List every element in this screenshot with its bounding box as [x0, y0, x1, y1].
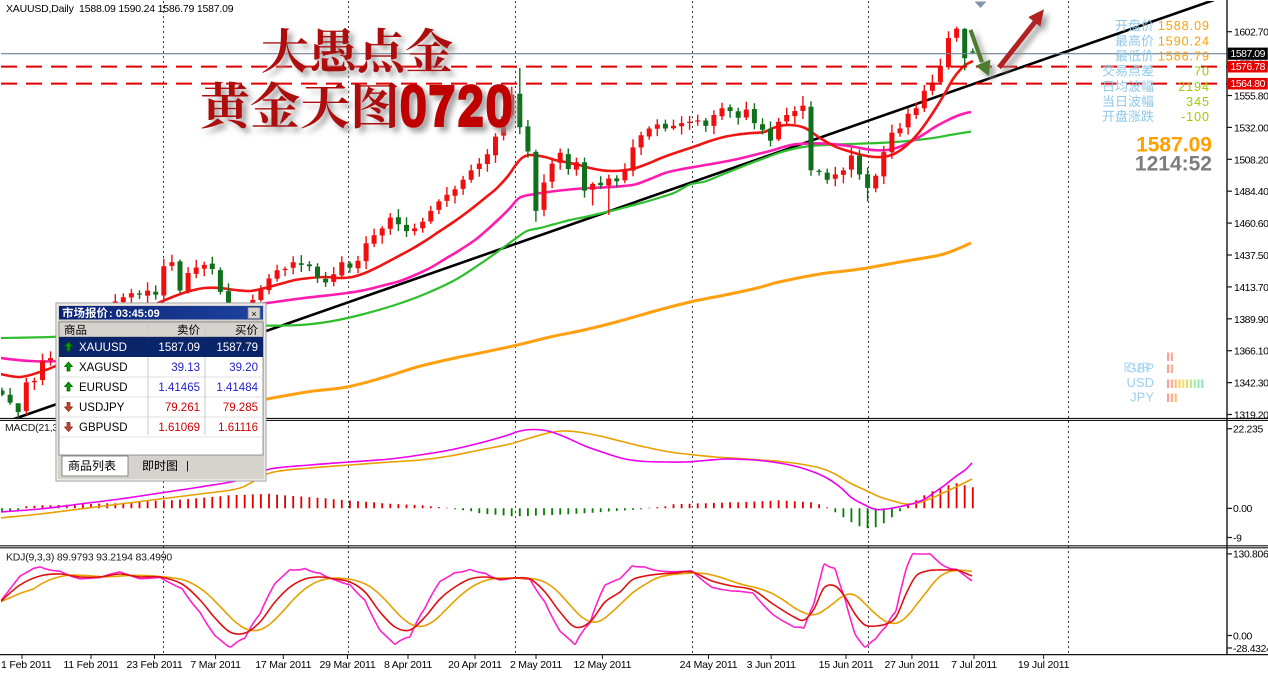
svg-text:1587.09: 1587.09 — [1231, 49, 1266, 60]
svg-text:1508.20: 1508.20 — [1234, 155, 1268, 166]
svg-text:29 Mar 2011: 29 Mar 2011 — [320, 659, 376, 671]
svg-text:EURUSD: EURUSD — [79, 382, 128, 394]
svg-text:: 03:45:09: : 03:45:09 — [109, 308, 160, 320]
svg-text:GBPUSD: GBPUSD — [79, 422, 128, 434]
svg-text:39.20: 39.20 — [229, 362, 258, 374]
svg-text:1602.70: 1602.70 — [1234, 28, 1268, 39]
svg-text:1.41484: 1.41484 — [216, 382, 258, 394]
svg-text:1413.70: 1413.70 — [1234, 283, 1268, 294]
svg-text:1587.09: 1587.09 — [158, 342, 200, 354]
svg-text:8 Apr 2011: 8 Apr 2011 — [384, 659, 432, 671]
svg-text:XAUUSD,Daily 1588.09 1590.24: XAUUSD,Daily 1588.09 1590.24 1586.79 158… — [6, 3, 234, 15]
svg-text:1366.10: 1366.10 — [1234, 347, 1268, 358]
svg-text:USD: USD — [1127, 375, 1154, 390]
svg-text:39.13: 39.13 — [171, 362, 200, 374]
svg-text:0.00: 0.00 — [1233, 504, 1253, 515]
svg-text:USDJPY: USDJPY — [79, 402, 125, 414]
svg-text:1.41465: 1.41465 — [158, 382, 200, 394]
svg-text:JPY: JPY — [1130, 390, 1154, 405]
svg-text:GBP: GBP — [1127, 361, 1154, 376]
svg-text:XAUUSD: XAUUSD — [79, 342, 127, 354]
svg-text:3 Jun 2011: 3 Jun 2011 — [747, 659, 797, 671]
svg-text:1.61116: 1.61116 — [218, 422, 258, 434]
svg-text:70: 70 — [1194, 65, 1210, 79]
svg-text:1.61069: 1.61069 — [158, 422, 200, 434]
svg-text:1460.60: 1460.60 — [1234, 219, 1268, 230]
svg-text:19 Jul 2011: 19 Jul 2011 — [1018, 659, 1070, 671]
svg-text:17 Mar 2011: 17 Mar 2011 — [255, 659, 311, 671]
svg-text:1437.50: 1437.50 — [1234, 251, 1268, 262]
svg-text:1 Feb 2011: 1 Feb 2011 — [1, 659, 52, 671]
svg-text:1576.78: 1576.78 — [1231, 62, 1266, 73]
svg-text:2194: 2194 — [1178, 80, 1210, 94]
svg-text:-28.4324: -28.4324 — [1233, 644, 1268, 655]
svg-text:79.261: 79.261 — [165, 402, 200, 414]
svg-text:23 Feb 2011: 23 Feb 2011 — [127, 659, 183, 671]
svg-text:27 Jun 2011: 27 Jun 2011 — [884, 659, 939, 671]
svg-text:1587.09: 1587.09 — [1136, 134, 1212, 157]
svg-text:0.00: 0.00 — [1233, 631, 1253, 642]
svg-text:1588.09: 1588.09 — [1158, 19, 1210, 33]
svg-text:22.235: 22.235 — [1233, 425, 1264, 436]
svg-text:1586.79: 1586.79 — [1158, 50, 1210, 64]
svg-text:1214:52: 1214:52 — [1135, 153, 1212, 176]
svg-text:1319.20: 1319.20 — [1234, 411, 1268, 422]
svg-text:11 Feb 2011: 11 Feb 2011 — [63, 659, 119, 671]
svg-text:1342.30: 1342.30 — [1234, 379, 1268, 390]
svg-text:7 Mar 2011: 7 Mar 2011 — [190, 659, 241, 671]
svg-text:79.285: 79.285 — [223, 402, 258, 414]
svg-text:12 May 2011: 12 May 2011 — [574, 659, 632, 671]
svg-text:×: × — [251, 309, 256, 319]
svg-text:1484.40: 1484.40 — [1234, 187, 1268, 198]
svg-text:1555.80: 1555.80 — [1234, 92, 1268, 103]
svg-text:-9: -9 — [1233, 533, 1242, 544]
svg-text:1587.79: 1587.79 — [216, 342, 258, 354]
svg-text:1389.90: 1389.90 — [1234, 315, 1268, 326]
svg-text:345: 345 — [1186, 95, 1210, 109]
svg-text:130.8066: 130.8066 — [1233, 550, 1268, 561]
svg-text:1532.00: 1532.00 — [1234, 123, 1268, 134]
svg-text:1564.80: 1564.80 — [1231, 79, 1266, 90]
svg-text:2 May 2011: 2 May 2011 — [510, 659, 562, 671]
svg-text:1590.24: 1590.24 — [1158, 35, 1210, 49]
svg-text:-100: -100 — [1181, 110, 1210, 124]
svg-text:XAGUSD: XAGUSD — [79, 362, 128, 374]
svg-text:7 Jul 2011: 7 Jul 2011 — [951, 659, 997, 671]
svg-text:|: | — [186, 460, 189, 472]
svg-text:20 Apr 2011: 20 Apr 2011 — [448, 659, 502, 671]
svg-text:EUR: EUR — [1124, 360, 1151, 375]
svg-text:24 May 2011: 24 May 2011 — [680, 659, 738, 671]
svg-text:KDJ(9,3,3) 89.9793 93.2194 83.: KDJ(9,3,3) 89.9793 93.2194 83.4990 — [6, 552, 172, 564]
svg-text:15 Jun 2011: 15 Jun 2011 — [819, 659, 874, 671]
